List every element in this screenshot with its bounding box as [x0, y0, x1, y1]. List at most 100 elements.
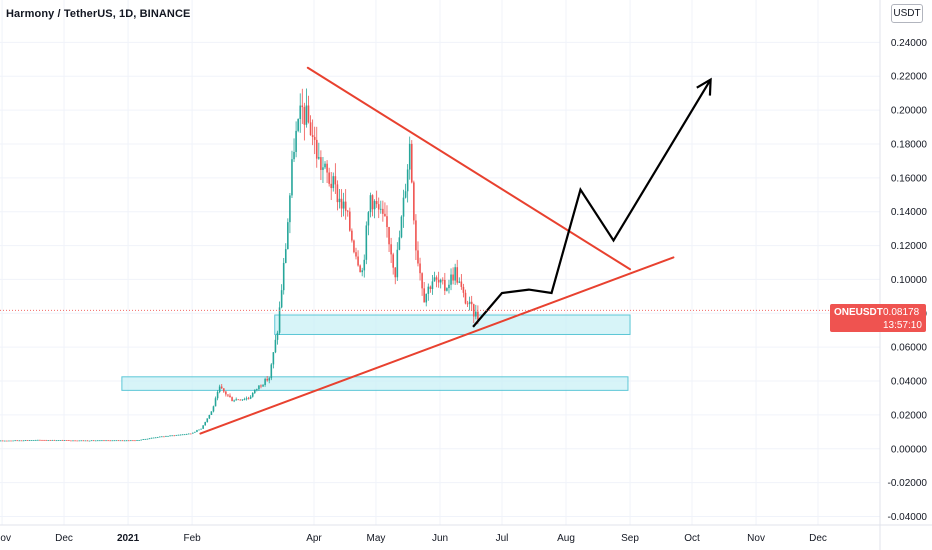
candle-body — [76, 440, 78, 442]
y-tick-label: 0.06000 — [891, 343, 928, 354]
candle-body — [307, 105, 310, 123]
x-tick-label: Nov — [747, 533, 765, 544]
candle-body — [187, 433, 190, 435]
candle-body — [336, 184, 339, 203]
currency-badge[interactable]: USDT — [891, 4, 923, 23]
candle-body — [334, 176, 337, 185]
candle-body — [136, 440, 138, 442]
candle-body — [315, 139, 318, 159]
candle-body — [225, 391, 227, 395]
lower-support-zone[interactable] — [121, 376, 629, 391]
candle-body — [18, 440, 21, 442]
candle-body — [357, 256, 359, 266]
candle-body — [192, 432, 194, 434]
candle-body — [194, 431, 196, 433]
candle-body — [251, 392, 254, 397]
candle-body — [340, 198, 343, 209]
candle-body — [435, 277, 438, 280]
candle-body — [464, 292, 467, 304]
candle-body — [214, 398, 217, 407]
candle-body — [107, 440, 109, 442]
candle-body — [229, 395, 231, 398]
candle-body — [320, 157, 322, 170]
candle-body — [472, 304, 475, 317]
candle-body — [423, 288, 425, 303]
upper-support-zone[interactable] — [274, 314, 631, 335]
candle-body — [324, 163, 326, 168]
candle-body — [123, 440, 126, 442]
candle-body — [218, 386, 221, 393]
candle-body — [14, 440, 16, 442]
candle-body — [475, 311, 477, 317]
candle-body — [115, 440, 118, 442]
candle-body — [47, 440, 50, 441]
candle-body — [468, 301, 471, 304]
x-tick-label: Aug — [557, 533, 575, 544]
candle-body — [305, 105, 308, 125]
ascending-support[interactable] — [199, 256, 675, 435]
candle-body — [88, 440, 91, 442]
candle-body — [82, 440, 85, 442]
candle-body — [4, 440, 6, 442]
candle-body — [394, 267, 397, 278]
candle-body — [237, 399, 240, 401]
x-tick-label: Oct — [684, 533, 700, 544]
x-tick-label: Dec — [55, 533, 73, 544]
candle-body — [171, 435, 173, 437]
descending-resistance[interactable] — [306, 66, 632, 271]
candle-body — [452, 274, 454, 281]
candle-body — [359, 265, 361, 273]
candle-body — [59, 440, 62, 441]
candle-body — [158, 436, 161, 438]
candle-body — [328, 172, 330, 184]
candle-body — [375, 201, 378, 205]
candle-body — [144, 439, 147, 440]
candle-body — [222, 388, 225, 392]
candle-body — [183, 434, 186, 436]
candle-body — [460, 281, 463, 287]
candle-body — [185, 434, 188, 435]
time-axis[interactable]: Nov Dec 2021 Feb Apr May Jun Jul Aug Sep Oct Nov Dec — [0, 533, 827, 544]
projection-path[interactable] — [472, 79, 712, 328]
x-tick-label: Sep — [621, 533, 639, 544]
candle-body — [173, 435, 176, 437]
candle-body — [477, 311, 479, 320]
candle-body — [241, 399, 244, 401]
candle-body — [384, 213, 386, 217]
candle-body — [332, 176, 335, 189]
x-tick-label: Apr — [306, 533, 322, 544]
candle-body — [175, 434, 178, 436]
candle-body — [351, 230, 353, 241]
symbol-label: ONEUSDT — [834, 307, 883, 318]
candle-body — [392, 254, 394, 268]
candle-body — [270, 364, 273, 379]
candle-body — [330, 183, 333, 189]
y-tick-label: 0.04000 — [891, 377, 928, 388]
candle-body — [179, 434, 182, 436]
projection-arrow — [472, 77, 712, 328]
candle-body — [377, 204, 380, 210]
candlesticks — [0, 88, 479, 442]
price-axis[interactable]: 0.24000 0.22000 0.20000 0.18000 0.16000 0.140… — [888, 38, 928, 523]
candle-body — [156, 437, 159, 438]
candle-body — [398, 237, 401, 250]
candle-body — [400, 216, 403, 238]
candle-body — [57, 440, 60, 441]
candle-body — [243, 399, 246, 401]
chart-title: Harmony / TetherUS, 1D, BINANCE — [6, 8, 191, 20]
candle-body — [297, 119, 299, 131]
candle-body — [132, 440, 134, 442]
y-tick-label: 0.24000 — [891, 38, 928, 49]
candle-body — [101, 440, 103, 442]
candle-body — [280, 290, 283, 308]
candle-body — [8, 440, 10, 442]
candle-body — [169, 435, 171, 437]
y-tick-label: 0.18000 — [891, 139, 928, 150]
candle-body — [202, 425, 204, 429]
candle-body — [448, 284, 450, 289]
candle-body — [365, 225, 368, 260]
candle-body — [326, 163, 328, 173]
bar-countdown: 13:57:10 — [883, 320, 922, 331]
